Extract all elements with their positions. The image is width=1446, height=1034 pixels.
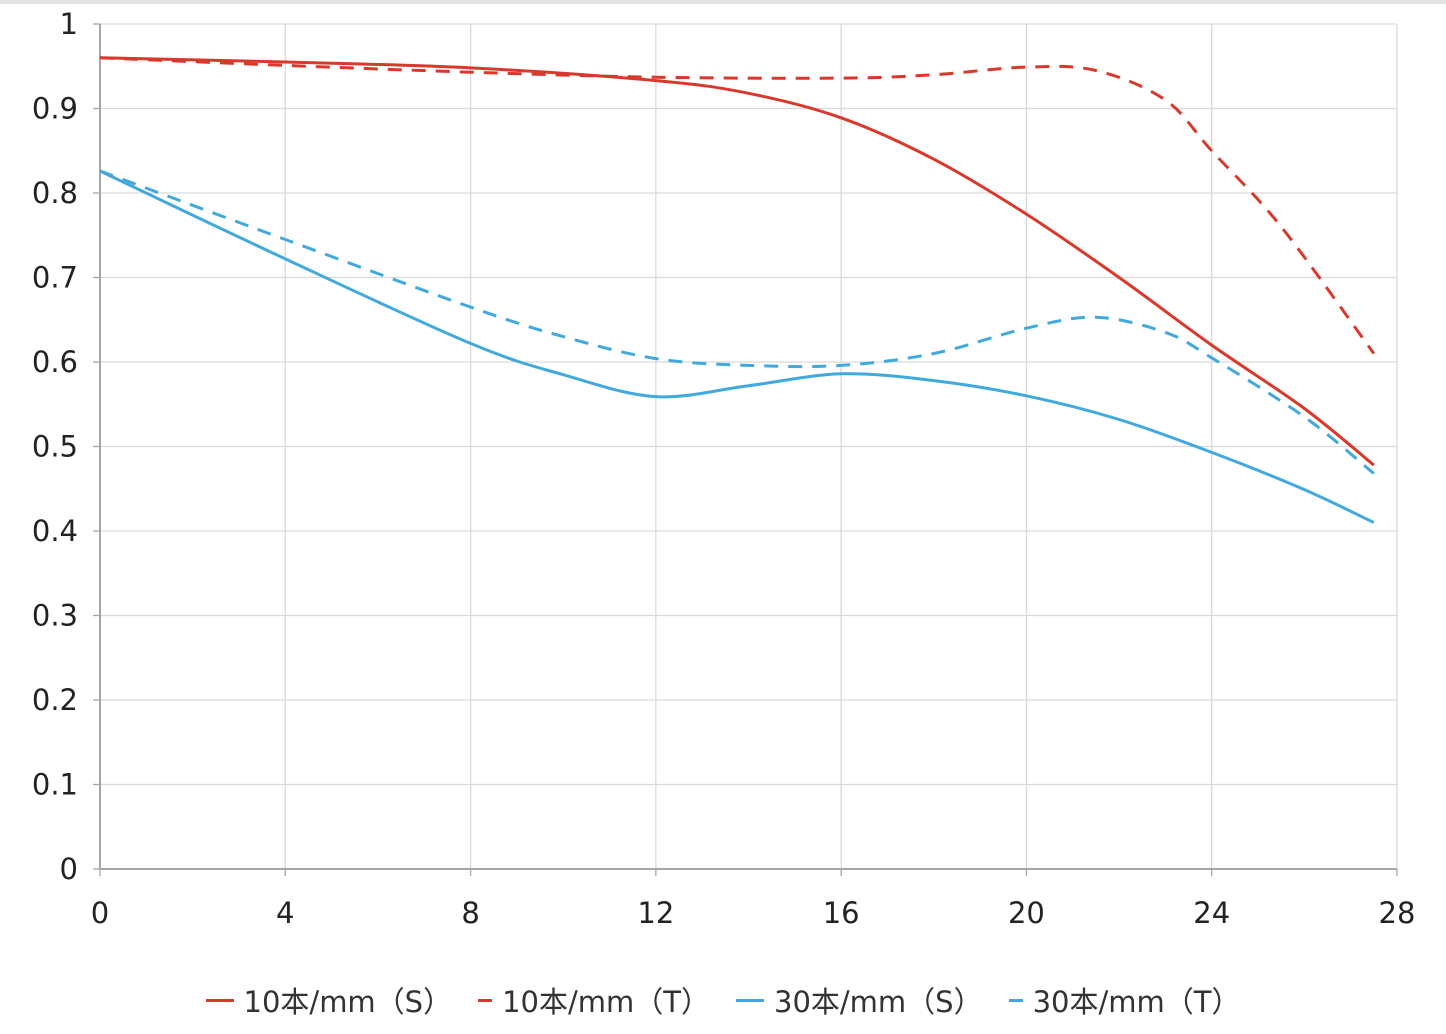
y-tick-label: 0.3 (32, 599, 78, 633)
y-tick-label: 0.5 (32, 430, 78, 464)
legend-label: 10本/mm（T） (502, 985, 710, 1019)
y-tick-label: 0.7 (32, 261, 78, 295)
legend-item: 10本/mm（T） (478, 979, 710, 1021)
legend-item: 30本/mm（T） (1008, 979, 1241, 1021)
series-line-2 (99, 56, 1376, 355)
top-divider (0, 0, 1446, 4)
y-axis-ticks: 0 0.1 0.2 0.3 0.4 0.5 0.6 0.7 0.8 0.9 1 (32, 7, 78, 886)
y-tick-label: 0.4 (32, 514, 78, 548)
y-tick-label: 0.8 (32, 176, 78, 210)
series-line-1 (99, 56, 1375, 467)
series-line-4 (99, 169, 1375, 475)
x-tick-label: 4 (276, 896, 294, 930)
x-axis-ticks: 0 4 8 12 16 20 24 28 (91, 896, 1416, 930)
y-tick-label: 1 (60, 7, 78, 41)
x-tick-label: 12 (637, 896, 674, 930)
y-tick-label: 0.2 (32, 683, 78, 717)
legend-label: 30本/mm（T） (1032, 985, 1241, 1019)
legend-label: 30本/mm（S） (774, 985, 983, 1019)
x-tick-label: 28 (1379, 896, 1416, 930)
chart-grid (100, 23, 1398, 870)
x-tick-label: 16 (823, 896, 860, 930)
x-tick-label: 24 (1193, 896, 1230, 930)
chart-axes (93, 23, 1398, 876)
x-tick-label: 0 (91, 896, 109, 930)
y-tick-label: 0.6 (32, 345, 78, 379)
x-tick-label: 8 (461, 896, 479, 930)
legend-item: 30本/mm（S） (736, 979, 983, 1021)
legend-swatch (478, 998, 493, 1002)
legend-swatch (736, 998, 764, 1002)
chart-legend: 10本/mm（S） 10本/mm（T） 30本/mm（S） 30本/mm（T） (0, 978, 1446, 1022)
y-tick-label: 0.1 (32, 768, 78, 802)
legend-label: 10本/mm（S） (243, 985, 453, 1019)
y-tick-label: 0 (60, 852, 78, 886)
series-line-3 (99, 169, 1375, 524)
x-tick-label: 20 (1008, 896, 1045, 930)
legend-swatch (1008, 998, 1023, 1002)
y-tick-label: 0.9 (32, 92, 78, 126)
chart-series (99, 56, 1376, 524)
mtf-line-chart: 0 0.1 0.2 0.3 0.4 0.5 0.6 0.7 0.8 0.9 1 0 4 8 12 16 20 2… (32, 7, 1416, 930)
legend-item: 10本/mm（S） (205, 979, 453, 1021)
legend-swatch (205, 998, 234, 1002)
